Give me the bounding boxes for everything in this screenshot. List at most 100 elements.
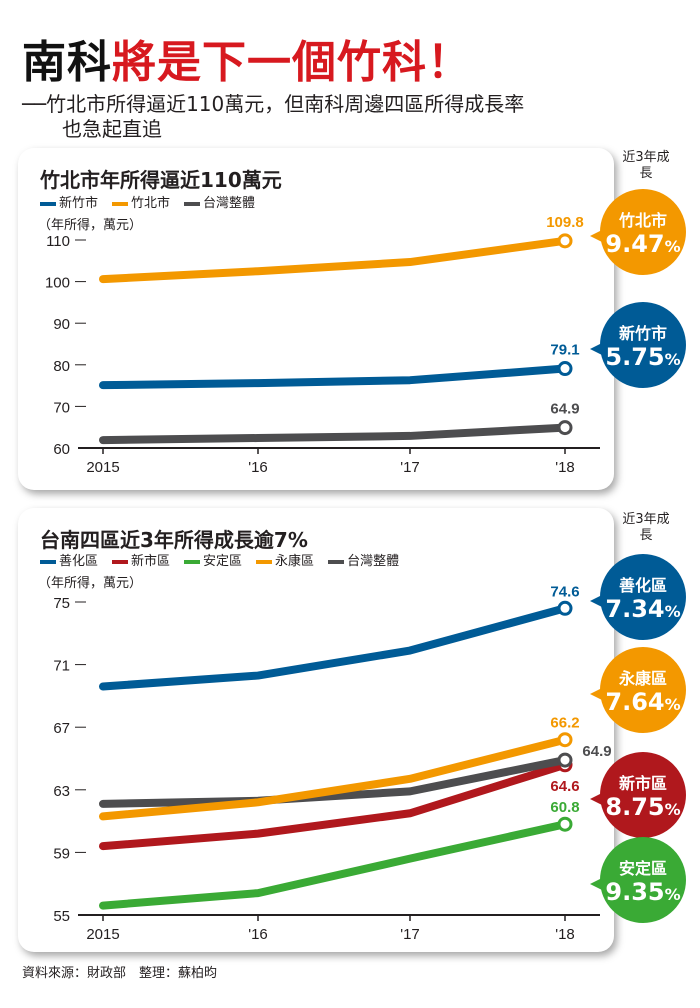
series-line-永康區	[99, 735, 569, 821]
end-point-marker	[557, 233, 573, 249]
source-note: 資料來源：財政部 整理：蘇柏昀	[22, 966, 218, 981]
y-axis-label: （年所得，萬元）	[38, 576, 143, 591]
legend-swatch	[184, 559, 201, 564]
legend: 新竹市 竹北市 台灣整體	[40, 192, 255, 211]
growth-value: 7.34%	[605, 595, 681, 623]
y-tick-label: 60	[53, 441, 70, 458]
growth-value: 8.75%	[605, 793, 681, 821]
growth-bubble: 永康區 7.64%	[590, 647, 686, 733]
x-tick-label: '16	[248, 926, 268, 943]
legend-label: 竹北市	[131, 196, 171, 211]
chart-title: 竹北市年所得逼近110萬元	[40, 168, 282, 192]
growth-name: 新市區	[618, 774, 667, 793]
growth-name: 安定區	[618, 859, 667, 878]
subtitle-line2: 也急起直追	[62, 117, 162, 141]
end-point-marker	[557, 732, 573, 748]
legend-swatch	[40, 201, 56, 206]
end-point-marker	[557, 420, 573, 436]
legend-swatch	[328, 559, 345, 564]
end-point-marker	[557, 752, 573, 768]
legend-item: 永康區	[256, 550, 314, 569]
series-line-安定區	[99, 820, 569, 910]
y-tick-label: 75	[53, 595, 70, 612]
series-line-新竹市	[99, 364, 569, 390]
x-tick-label: '18	[555, 459, 575, 476]
y-tick-label: 63	[53, 783, 70, 800]
legend-item: 善化區	[40, 550, 98, 569]
data-label: 64.9	[582, 743, 611, 760]
legend-label: 新市區	[131, 554, 171, 569]
growth-name: 新竹市	[618, 324, 667, 343]
legend-swatch	[256, 559, 273, 564]
growth-name: 永康區	[618, 669, 667, 688]
data-label: 64.6	[550, 778, 579, 795]
growth-value: 7.64%	[605, 688, 681, 716]
growth-value: 5.75%	[605, 343, 681, 371]
end-point-marker	[557, 600, 573, 616]
x-tick-label: '18	[555, 926, 575, 943]
growth-bubble: 竹北市 9.47%	[590, 189, 686, 275]
growth-name: 善化區	[618, 576, 667, 595]
y-tick-label: 90	[53, 316, 70, 333]
legend-label: 台灣整體	[203, 196, 256, 211]
y-tick-label: 55	[53, 908, 70, 925]
legend-item: 安定區	[184, 550, 242, 569]
y-tick-label: 100	[45, 275, 70, 292]
headline-part1: 南科	[22, 37, 112, 88]
growth-value: 9.35%	[605, 878, 681, 906]
data-label: 64.9	[550, 401, 579, 418]
data-label: 66.2	[550, 715, 579, 732]
end-point-marker	[557, 361, 573, 377]
x-tick-label: '16	[248, 459, 268, 476]
data-label: 74.6	[550, 583, 579, 600]
legend-swatch	[184, 201, 201, 206]
series-line-竹北市	[99, 236, 569, 284]
data-label: 109.8	[546, 214, 584, 231]
series-line-台灣整體	[99, 423, 569, 445]
growth-header: 近3年成長	[622, 512, 670, 543]
growth-bubble: 新市區 8.75%	[590, 752, 686, 838]
y-tick-label: 71	[53, 658, 70, 675]
y-tick-label: 67	[53, 720, 70, 737]
x-tick-label: 2015	[86, 926, 119, 943]
y-tick-label: 110	[46, 233, 70, 250]
growth-name: 竹北市	[618, 211, 667, 230]
legend-label: 永康區	[275, 554, 315, 569]
x-tick-label: '17	[400, 926, 420, 943]
growth-header: 近3年成長	[622, 150, 670, 181]
end-point-marker	[557, 816, 573, 832]
subtitle-line1: ──竹北市所得逼近110萬元，但南科周邊四區所得成長率	[22, 92, 525, 116]
x-tick-label: 2015	[86, 459, 119, 476]
legend-item: 台灣整體	[184, 192, 255, 211]
chart-title: 台南四區近3年所得成長逾7%	[40, 528, 308, 552]
headline-part2: 將是下一個竹科！	[112, 37, 472, 88]
y-axis-label: （年所得，萬元）	[38, 218, 143, 233]
legend-swatch	[112, 559, 129, 564]
series-line-新市區	[99, 760, 569, 851]
legend-label: 善化區	[59, 554, 99, 569]
headline: 南科將是下一個竹科！	[22, 26, 472, 90]
growth-bubble: 新竹市 5.75%	[590, 302, 686, 388]
legend-item: 新市區	[112, 550, 170, 569]
series-line-台灣整體	[99, 756, 569, 808]
legend-item: 竹北市	[112, 192, 170, 211]
data-label: 79.1	[550, 342, 579, 359]
legend: 善化區 新市區 安定區 永康區 台灣整體	[40, 550, 399, 569]
y-tick-label: 70	[53, 399, 70, 416]
legend-swatch	[112, 201, 129, 206]
y-tick-label: 80	[53, 358, 70, 375]
y-tick-label: 59	[53, 845, 70, 862]
growth-bubble: 安定區 9.35%	[590, 837, 686, 923]
legend-label: 新竹市	[59, 196, 99, 211]
series-line-善化區	[99, 604, 569, 691]
x-tick-label: '17	[400, 459, 420, 476]
data-label: 60.8	[550, 799, 579, 816]
legend-item: 新竹市	[40, 192, 98, 211]
legend-label: 安定區	[203, 554, 243, 569]
legend-label: 台灣整體	[347, 554, 400, 569]
growth-bubble: 善化區 7.34%	[590, 554, 686, 640]
legend-item: 台灣整體	[328, 550, 399, 569]
legend-swatch	[40, 559, 56, 564]
growth-value: 9.47%	[605, 230, 681, 258]
